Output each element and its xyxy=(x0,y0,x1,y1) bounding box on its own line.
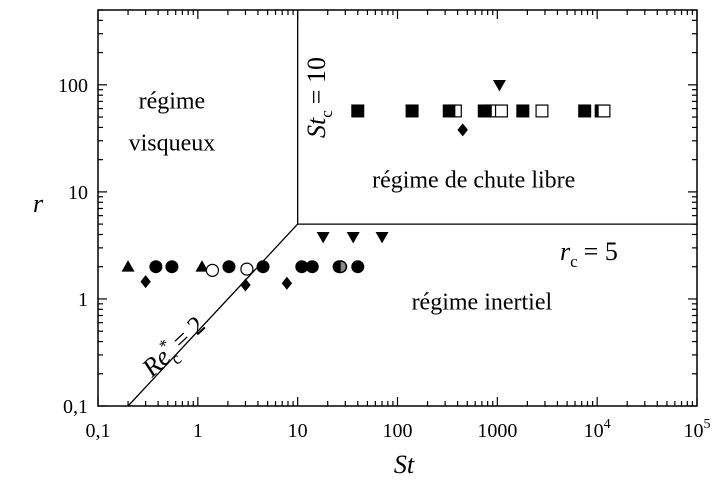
square-open-marker xyxy=(535,104,549,118)
diamond-marker xyxy=(240,278,251,292)
region-label: régime visqueux xyxy=(129,89,216,157)
triangle-down-marker xyxy=(375,231,389,244)
circle-marker xyxy=(165,260,179,274)
regime-boundaries xyxy=(127,10,697,407)
data-series xyxy=(121,79,611,292)
triangle-up-marker xyxy=(195,260,209,272)
x-tick-label: 100 xyxy=(383,420,413,442)
square-open-marker xyxy=(494,104,508,118)
y-tick-label: 0,1 xyxy=(63,396,88,418)
y-axis-title: r xyxy=(33,189,44,218)
circle-marker xyxy=(295,260,309,274)
y-tick-label: 100 xyxy=(58,75,88,97)
x-tick-label: 104 xyxy=(584,417,611,442)
square-open-marker xyxy=(597,104,611,118)
circle-marker xyxy=(351,260,365,274)
circle-marker xyxy=(222,260,236,274)
circle-half-marker xyxy=(334,260,348,274)
marker-half xyxy=(485,104,492,118)
square-marker xyxy=(578,104,592,118)
x-axis-title: St xyxy=(394,450,415,479)
diamond-marker xyxy=(457,123,468,137)
re-c-annotation: Re*c= 2 xyxy=(134,309,215,388)
circle-marker xyxy=(149,260,163,274)
diamond-marker xyxy=(140,275,151,289)
circle-marker xyxy=(305,260,319,274)
region-label: régime inertiel xyxy=(412,289,553,315)
circle-open-marker xyxy=(205,263,220,277)
triangle-down-marker xyxy=(316,231,330,244)
x-tick-label: 0,1 xyxy=(86,420,111,442)
square-marker xyxy=(405,104,419,118)
tick-labels: 0,1 1 10 100 1000 104 105 0,1 1 10 100 xyxy=(58,75,711,442)
x-tick-label: 105 xyxy=(684,417,711,442)
y-tick-label: 1 xyxy=(78,289,88,311)
triangle-up-marker xyxy=(121,260,135,272)
y-tick-label: 10 xyxy=(68,182,88,204)
x-tick-label: 1000 xyxy=(477,420,517,442)
diamond-marker xyxy=(281,276,293,290)
regime-boundary xyxy=(127,223,299,407)
circle-marker xyxy=(256,260,270,274)
square-marker xyxy=(516,104,530,118)
marker-half xyxy=(340,261,346,272)
regime-labels: régime visqueux régime de chute libre régim… xyxy=(129,89,576,316)
marker-half xyxy=(448,104,456,118)
circle-open-marker xyxy=(240,262,254,276)
x-tick-label: 10 xyxy=(288,420,308,442)
st-c-annotation: Stc= 10 xyxy=(302,57,336,138)
triangle-down-marker xyxy=(346,231,360,244)
region-label: régime de chute libre xyxy=(372,167,575,193)
r-c-annotation: rc = 5 xyxy=(560,237,618,271)
square-half-marker xyxy=(448,104,462,118)
square-marker xyxy=(351,104,365,118)
triangle-down-marker xyxy=(492,79,506,92)
x-tick-label: 1 xyxy=(193,420,203,442)
